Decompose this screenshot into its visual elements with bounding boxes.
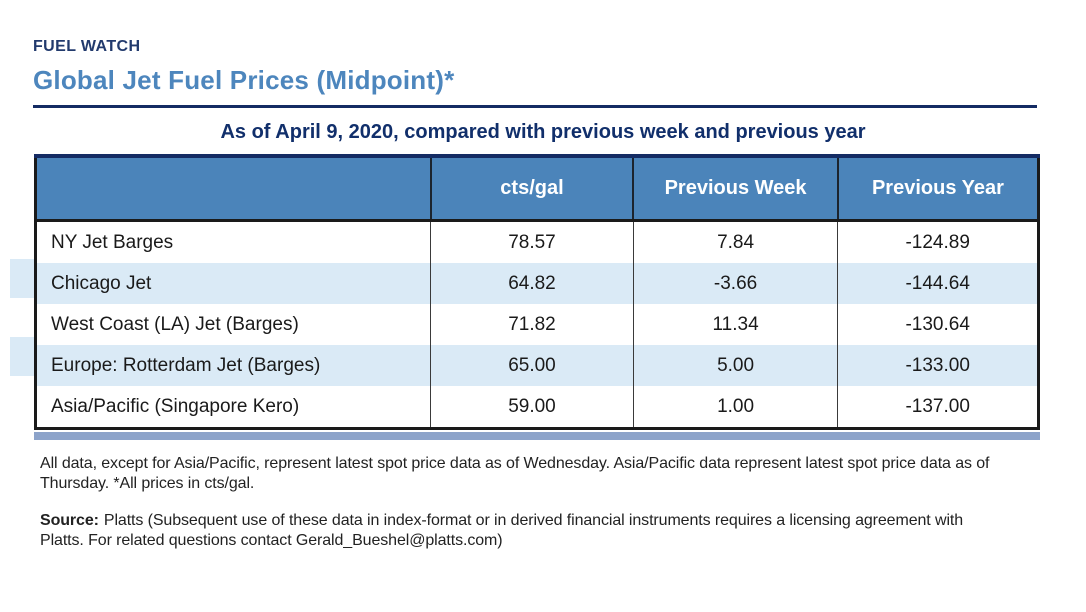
value-cell: 7.84 [632, 220, 838, 263]
table-row-west-coast: West Coast (LA) Jet (Barges) 71.82 11.34… [35, 304, 1039, 345]
row-label-cell: Chicago Jet [35, 263, 431, 304]
kicker: FUEL WATCH [33, 38, 141, 55]
value-cell: 65.00 [430, 345, 634, 386]
fuel-price-table-wrap: cts/gal Previous Week Previous Year NY J… [10, 154, 1040, 430]
row-label-cell: NY Jet Barges [35, 220, 431, 263]
source-text: Platts (Subsequent use of these data in … [40, 511, 964, 549]
stripe-bleed [10, 337, 34, 376]
row-label-cell: West Coast (LA) Jet (Barges) [35, 304, 431, 345]
header-cell-blank [35, 156, 431, 222]
header-cell-previous-year: Previous Year [836, 156, 1039, 222]
title-rule [33, 105, 1037, 108]
source-label: Source: [40, 511, 99, 529]
notes: All data, except for Asia/Pacific, repre… [40, 454, 1046, 551]
source-note: Source: Platts (Subsequent use of these d… [40, 511, 990, 552]
page-title: Global Jet Fuel Prices (Midpoint)* [33, 65, 455, 95]
bottom-band [34, 432, 1040, 440]
fuel-watch-figure: FUEL WATCH Global Jet Fuel Prices (Midpo… [0, 38, 1086, 612]
value-cell: -3.66 [632, 263, 838, 304]
value-cell: -124.89 [837, 220, 1039, 263]
table-header-row: cts/gal Previous Week Previous Year [35, 156, 1039, 222]
value-cell: 78.57 [430, 220, 634, 263]
value-cell: 11.34 [632, 304, 838, 345]
table-row-europe-rotterdam: Europe: Rotterdam Jet (Barges) 65.00 5.0… [35, 345, 1039, 386]
stripe-bleed [10, 259, 34, 298]
value-cell: 5.00 [632, 345, 838, 386]
value-cell: 71.82 [430, 304, 634, 345]
footnote: All data, except for Asia/Pacific, repre… [40, 455, 990, 493]
value-cell: -137.00 [837, 386, 1039, 429]
row-label-cell: Europe: Rotterdam Jet (Barges) [35, 345, 431, 386]
row-label-cell: Asia/Pacific (Singapore Kero) [35, 386, 431, 429]
table-row-asia-pacific: Asia/Pacific (Singapore Kero) 59.00 1.00… [35, 386, 1039, 429]
fuel-price-table: cts/gal Previous Week Previous Year NY J… [34, 154, 1040, 430]
value-cell: 59.00 [430, 386, 634, 429]
value-cell: -144.64 [837, 263, 1039, 304]
subtitle: As of April 9, 2020, compared with previ… [220, 121, 866, 143]
value-cell: 64.82 [430, 263, 634, 304]
header-cell-cts-gal: cts/gal [429, 156, 634, 222]
value-cell: 1.00 [632, 386, 838, 429]
table-row-ny-jet-barges: NY Jet Barges 78.57 7.84 -124.89 [35, 220, 1039, 263]
table-row-chicago-jet: Chicago Jet 64.82 -3.66 -144.64 [35, 263, 1039, 304]
value-cell: -133.00 [837, 345, 1039, 386]
masthead: FUEL WATCH Global Jet Fuel Prices (Midpo… [33, 38, 1040, 108]
header-cell-previous-week: Previous Week [632, 156, 838, 222]
value-cell: -130.64 [837, 304, 1039, 345]
